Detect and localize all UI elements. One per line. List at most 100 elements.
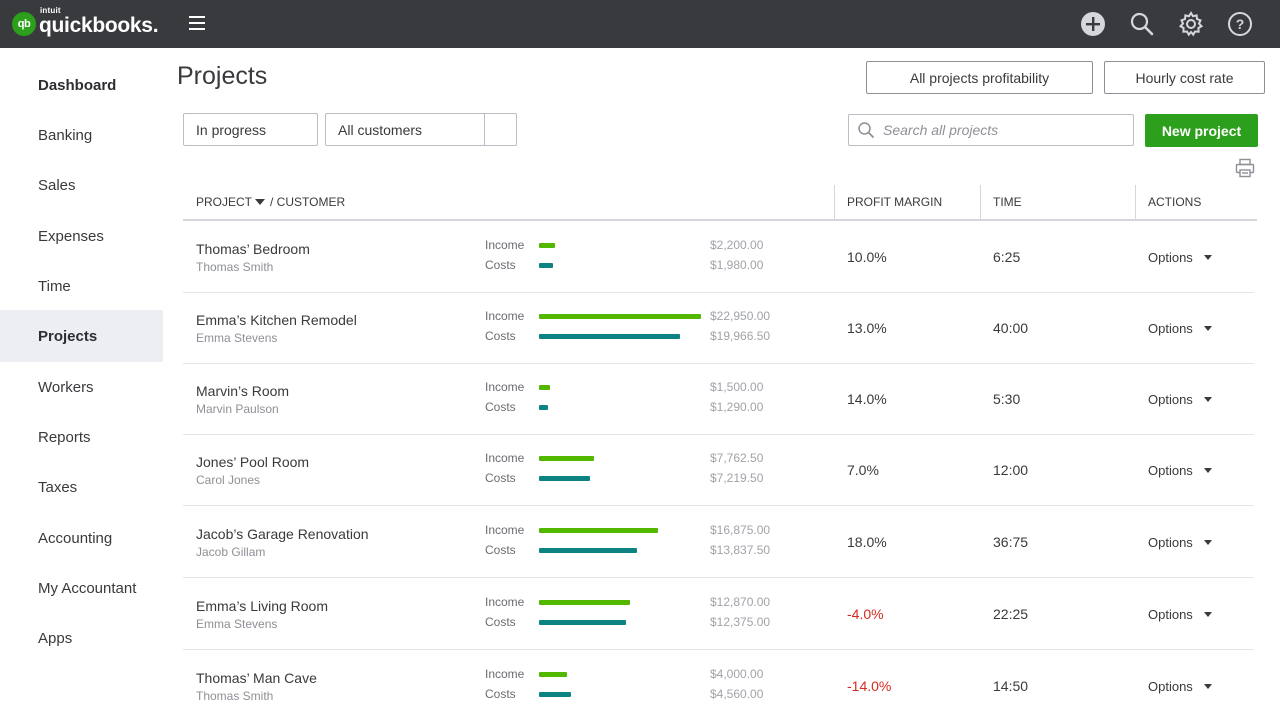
project-column-header[interactable]: PROJECT xyxy=(196,195,253,209)
costs-amount: $1,290.00 xyxy=(710,400,764,414)
income-amount: $16,875.00 xyxy=(710,523,771,537)
options-label[interactable]: Options xyxy=(1148,250,1193,265)
costs-label: Costs xyxy=(485,258,516,272)
sidebar: Dashboard Banking Sales Expenses Time Pr… xyxy=(0,48,163,722)
project-name[interactable]: Emma’s Living Room xyxy=(196,598,329,614)
sidebar-item-sales[interactable]: Sales xyxy=(38,176,76,194)
time-value: 6:25 xyxy=(993,249,1021,265)
options-dropdown[interactable]: Options xyxy=(1148,392,1212,407)
customer-column-header[interactable]: / CUSTOMER xyxy=(270,195,346,209)
options-label[interactable]: Options xyxy=(1148,535,1193,550)
costs-bar xyxy=(539,548,637,553)
project-customer-header[interactable]: PROJECT / CUSTOMER xyxy=(196,185,345,219)
income-bar xyxy=(539,243,555,248)
profit-margin: -14.0% xyxy=(847,678,892,694)
table-row: Emma’s Living Room Emma Stevens Income C… xyxy=(183,579,1254,650)
profit-margin: 13.0% xyxy=(847,320,887,336)
income-bar xyxy=(539,385,550,390)
options-dropdown[interactable]: Options xyxy=(1148,463,1212,478)
sidebar-item-banking[interactable]: Banking xyxy=(38,126,93,144)
profit-margin: 14.0% xyxy=(847,391,887,407)
sidebar-item-taxes[interactable]: Taxes xyxy=(38,478,78,496)
options-label[interactable]: Options xyxy=(1148,607,1193,622)
status-filter-value: In progress xyxy=(196,121,267,138)
all-projects-profitability-button[interactable]: All projects profitability xyxy=(866,61,1093,94)
options-label[interactable]: Options xyxy=(1148,392,1193,407)
project-name[interactable]: Thomas’ Man Cave xyxy=(196,670,317,686)
options-dropdown[interactable]: Options xyxy=(1148,679,1212,694)
plus-circle-icon[interactable] xyxy=(1079,10,1107,38)
income-amount: $22,950.00 xyxy=(710,309,771,323)
time-value: 22:25 xyxy=(993,606,1029,622)
project-name[interactable]: Jacob’s Garage Renovation xyxy=(196,526,369,542)
chevron-down-icon[interactable] xyxy=(1203,684,1212,689)
income-bar xyxy=(539,314,701,319)
project-name[interactable]: Marvin’s Room xyxy=(196,383,290,399)
costs-label: Costs xyxy=(485,615,516,629)
svg-text:?: ? xyxy=(1236,16,1245,32)
quickbooks-logo[interactable]: qb intuit quickbooks. xyxy=(12,6,159,38)
sort-down-icon[interactable] xyxy=(255,199,266,205)
options-dropdown[interactable]: Options xyxy=(1148,607,1212,622)
customer-filter-value: All customers xyxy=(338,121,423,138)
search-box[interactable] xyxy=(848,114,1134,146)
profit-margin: 7.0% xyxy=(847,462,879,478)
income-label: Income xyxy=(485,238,525,252)
options-label[interactable]: Options xyxy=(1148,679,1193,694)
hourly-cost-rate-button[interactable]: Hourly cost rate xyxy=(1104,61,1265,94)
sidebar-item-workers[interactable]: Workers xyxy=(38,378,94,396)
project-name[interactable]: Thomas’ Bedroom xyxy=(196,241,310,257)
costs-label: Costs xyxy=(485,471,516,485)
income-label: Income xyxy=(485,523,525,537)
income-label: Income xyxy=(485,667,525,681)
sidebar-item-time[interactable]: Time xyxy=(38,277,71,295)
options-label[interactable]: Options xyxy=(1148,463,1193,478)
sidebar-item-expenses[interactable]: Expenses xyxy=(38,227,104,245)
search-input[interactable] xyxy=(883,122,1123,138)
page-title: Projects xyxy=(177,62,268,90)
sidebar-item-my-accountant[interactable]: My Accountant xyxy=(38,579,137,597)
options-label[interactable]: Options xyxy=(1148,321,1193,336)
costs-bar xyxy=(539,476,590,481)
costs-bar xyxy=(539,334,680,339)
sidebar-item-dashboard[interactable]: Dashboard xyxy=(38,76,117,94)
print-icon[interactable] xyxy=(1234,157,1256,179)
sidebar-item-accounting[interactable]: Accounting xyxy=(38,529,113,547)
income-amount: $1,500.00 xyxy=(710,380,764,394)
gear-icon[interactable] xyxy=(1177,10,1205,38)
hamburger-menu-icon[interactable] xyxy=(189,16,205,30)
chevron-down-icon[interactable] xyxy=(1203,540,1212,545)
options-dropdown[interactable]: Options xyxy=(1148,250,1212,265)
sidebar-item-apps[interactable]: Apps xyxy=(38,629,73,647)
sidebar-item-reports[interactable]: Reports xyxy=(38,428,91,446)
income-bar xyxy=(539,672,567,677)
chevron-down-icon[interactable] xyxy=(1203,255,1212,260)
profit-margin-column-header[interactable]: PROFIT MARGIN xyxy=(847,195,943,209)
help-icon[interactable]: ? xyxy=(1226,10,1254,38)
table-row: Thomas’ Bedroom Thomas Smith Income Cost… xyxy=(183,222,1254,293)
table-row: Emma’s Kitchen Remodel Emma Stevens Inco… xyxy=(183,293,1254,364)
options-dropdown[interactable]: Options xyxy=(1148,535,1212,550)
customer-name: Thomas Smith xyxy=(196,260,274,274)
options-dropdown[interactable]: Options xyxy=(1148,321,1212,336)
time-value: 40:00 xyxy=(993,320,1029,336)
time-column-header[interactable]: TIME xyxy=(993,195,1022,209)
customer-filter-select[interactable]: All customers xyxy=(325,113,517,146)
project-name[interactable]: Emma’s Kitchen Remodel xyxy=(196,312,357,328)
customer-name: Jacob Gillam xyxy=(196,545,266,559)
new-project-button[interactable]: New project xyxy=(1145,114,1258,147)
costs-label: Costs xyxy=(485,687,516,701)
chevron-down-icon[interactable] xyxy=(1203,612,1212,617)
project-name[interactable]: Jones’ Pool Room xyxy=(196,454,310,470)
status-filter-select[interactable]: In progress xyxy=(183,113,318,146)
time-value: 14:50 xyxy=(993,678,1029,694)
chevron-down-icon[interactable] xyxy=(1203,326,1212,331)
costs-amount: $7,219.50 xyxy=(710,471,764,485)
search-icon[interactable] xyxy=(1128,10,1156,38)
sidebar-item-projects[interactable]: Projects xyxy=(0,310,163,362)
chevron-down-icon[interactable] xyxy=(1203,468,1212,473)
customer-name: Marvin Paulson xyxy=(196,402,279,416)
chevron-down-icon[interactable] xyxy=(1203,397,1212,402)
customer-name: Carol Jones xyxy=(196,473,261,487)
customer-filter-dropdown-toggle[interactable] xyxy=(484,114,516,145)
